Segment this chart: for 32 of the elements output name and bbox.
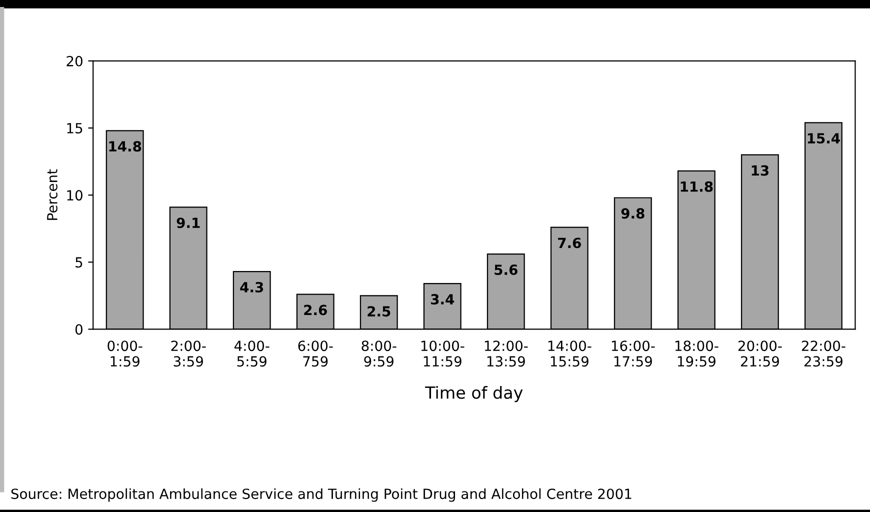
data-label: 11.8 [680, 181, 713, 192]
data-label: 3.4 [431, 294, 454, 305]
x-tick-label: 0:00-1:59 [108, 340, 142, 367]
data-label: 4.3 [240, 282, 264, 292]
y-tick-label: 5 [76, 257, 82, 268]
x-tick-label: 20:00-21:59 [738, 340, 782, 367]
x-tick-label: 10:00-11:59 [421, 340, 464, 367]
data-label: 2.5 [368, 306, 390, 317]
data-label: 13 [752, 165, 769, 176]
x-tick-label: 16:00-17:59 [612, 340, 655, 367]
data-label: 9.1 [176, 218, 200, 228]
y-tick-label: 10 [67, 190, 82, 201]
x-tick-label: 6:00-759 [298, 340, 333, 367]
data-label: 5.6 [494, 264, 518, 276]
data-label: 2.6 [304, 304, 327, 316]
y-tick-label: 0 [75, 324, 82, 335]
data-label: 14.8 [109, 141, 142, 152]
data-label: 15.4 [808, 133, 840, 144]
x-tick-label: 4:00-5:59 [234, 340, 270, 367]
data-label: 9.8 [621, 208, 644, 219]
x-tick-label: 8:00-9:59 [362, 340, 396, 367]
y-tick-label: 20 [66, 56, 82, 66]
y-tick-label: 15 [67, 123, 82, 134]
data-label: 7.6 [558, 238, 581, 248]
x-tick-label: 14:00-15:59 [548, 340, 592, 367]
x-tick-label: 12:00-13:59 [484, 340, 528, 367]
x-tick-label: 2:00-3:59 [171, 340, 206, 367]
source-note: Source: Metropolitan Ambulance Service and Turning Point Drug and Alcohol Centre 2001 [11, 488, 632, 502]
y-axis-title: Percent [47, 169, 58, 220]
x-tick-label: 22:00-23:59 [802, 340, 846, 367]
x-axis-title: Time of day [425, 386, 523, 402]
x-tick-label: 18:00-19:59 [675, 340, 718, 367]
